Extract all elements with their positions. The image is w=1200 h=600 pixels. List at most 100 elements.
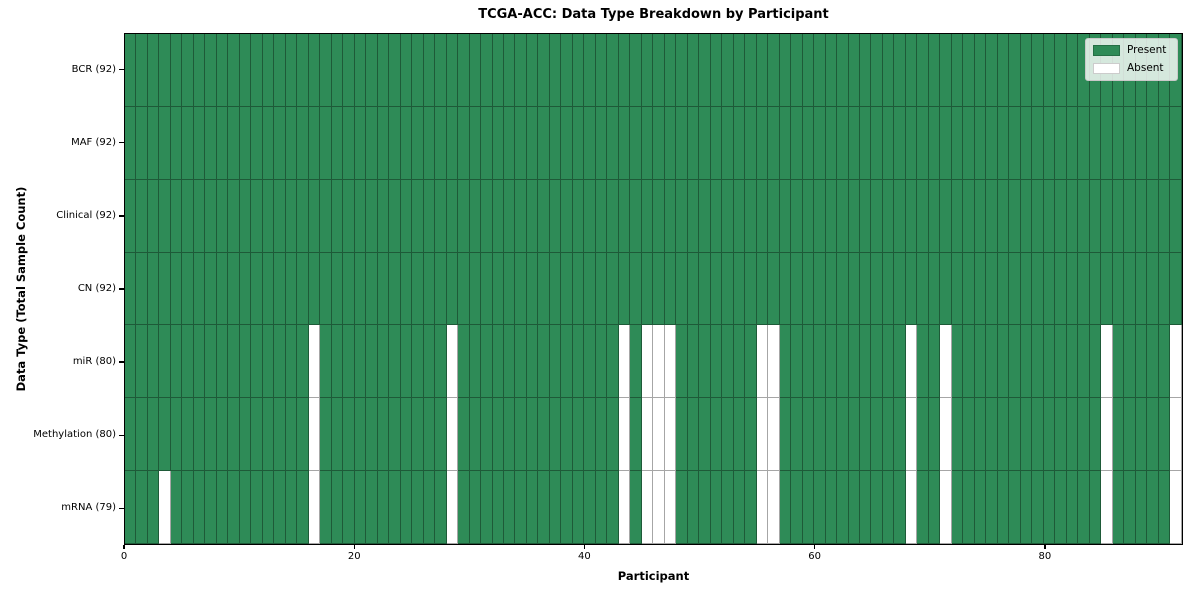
heatmap-cell bbox=[997, 398, 1010, 472]
heatmap-cell bbox=[791, 106, 803, 180]
heatmap-cell bbox=[1066, 106, 1079, 180]
heatmap-cell bbox=[492, 179, 504, 253]
heatmap-cell bbox=[871, 34, 883, 107]
heatmap-cell bbox=[894, 471, 906, 545]
x-tick-mark bbox=[1044, 545, 1046, 549]
heatmap-cell bbox=[366, 34, 378, 107]
heatmap-cell bbox=[561, 325, 573, 399]
heatmap-cell bbox=[802, 106, 815, 180]
heatmap-cell bbox=[791, 398, 803, 472]
heatmap-cell bbox=[1124, 106, 1136, 180]
heatmap-cell bbox=[641, 252, 654, 326]
heatmap-cell bbox=[814, 252, 826, 326]
heatmap-cell bbox=[147, 398, 160, 472]
heatmap-cell bbox=[446, 325, 459, 399]
heatmap-cell bbox=[871, 398, 883, 472]
heatmap-cell bbox=[481, 325, 493, 399]
heatmap-cell bbox=[469, 106, 482, 180]
heatmap-cell bbox=[1043, 471, 1056, 545]
heatmap-cell bbox=[297, 179, 309, 253]
heatmap-cell bbox=[572, 471, 585, 545]
heatmap-cell bbox=[664, 398, 677, 472]
heatmap-cell bbox=[492, 471, 504, 545]
heatmap-cell bbox=[343, 106, 355, 180]
heatmap-cell bbox=[331, 471, 344, 545]
x-tick-mark bbox=[813, 545, 816, 549]
heatmap-cell bbox=[928, 398, 941, 472]
heatmap-cell bbox=[1147, 106, 1159, 180]
heatmap-cell bbox=[802, 471, 815, 545]
heatmap-cell bbox=[170, 252, 183, 326]
heatmap-cell bbox=[1158, 106, 1171, 180]
heatmap-cell bbox=[228, 325, 240, 399]
heatmap-cell bbox=[710, 252, 723, 326]
heatmap-cell bbox=[802, 179, 815, 253]
heatmap-cell bbox=[687, 252, 700, 326]
heatmap-cell bbox=[595, 179, 608, 253]
heatmap-cell bbox=[699, 252, 711, 326]
heatmap-cell bbox=[1032, 471, 1044, 545]
heatmap-cell bbox=[503, 252, 516, 326]
heatmap-cell bbox=[1147, 471, 1159, 545]
x-axis-label: Participant bbox=[617, 569, 690, 583]
heatmap-cell bbox=[653, 34, 665, 107]
heatmap-cell bbox=[320, 179, 332, 253]
heatmap-cell bbox=[366, 398, 378, 472]
heatmap-cell bbox=[389, 252, 401, 326]
heatmap-cell bbox=[216, 398, 229, 472]
heatmap-cell bbox=[860, 398, 872, 472]
heatmap-cell bbox=[458, 106, 470, 180]
heatmap-cell bbox=[607, 252, 619, 326]
heatmap-cell bbox=[756, 252, 769, 326]
heatmap-cell bbox=[814, 34, 826, 107]
heatmap-cell bbox=[182, 179, 194, 253]
heatmap-cell bbox=[618, 106, 631, 180]
heatmap-cell bbox=[308, 179, 321, 253]
heatmap-cell bbox=[320, 252, 332, 326]
heatmap-cell bbox=[618, 471, 631, 545]
heatmap-cell bbox=[1020, 106, 1033, 180]
heatmap-cell bbox=[584, 34, 596, 107]
heatmap-cell bbox=[285, 398, 298, 472]
heatmap-cell bbox=[986, 34, 998, 107]
heatmap-cell bbox=[136, 179, 148, 253]
heatmap-cell bbox=[216, 325, 229, 399]
heatmap-cell bbox=[193, 179, 206, 253]
heatmap-cell bbox=[469, 179, 482, 253]
heatmap-cell bbox=[618, 252, 631, 326]
heatmap-cell bbox=[1158, 325, 1171, 399]
heatmap-cell bbox=[136, 252, 148, 326]
heatmap-cell bbox=[354, 106, 367, 180]
heatmap-cell bbox=[1066, 34, 1079, 107]
heatmap-cell bbox=[894, 398, 906, 472]
heatmap-cell bbox=[584, 325, 596, 399]
heatmap-cell bbox=[905, 252, 918, 326]
heatmap-cell bbox=[320, 34, 332, 107]
heatmap-cell bbox=[630, 398, 642, 472]
x-tick-label: 40 bbox=[578, 551, 591, 562]
heatmap-cell bbox=[986, 179, 998, 253]
heatmap-cell bbox=[492, 106, 504, 180]
heatmap-cell bbox=[595, 252, 608, 326]
x-tick-mark bbox=[123, 545, 125, 549]
heatmap-cell bbox=[825, 398, 838, 472]
x-tick-label: 20 bbox=[347, 551, 361, 562]
heatmap-cell bbox=[595, 34, 608, 107]
heatmap-cell bbox=[538, 471, 550, 545]
heatmap-cell bbox=[1066, 179, 1079, 253]
heatmap-cell bbox=[515, 471, 527, 545]
heatmap-cell bbox=[343, 34, 355, 107]
heatmap-cell bbox=[262, 398, 275, 472]
heatmap-cell bbox=[607, 325, 619, 399]
heatmap-cell bbox=[618, 179, 631, 253]
heatmap-cell bbox=[389, 34, 401, 107]
heatmap-cell bbox=[1009, 34, 1021, 107]
legend-label-present: Present bbox=[1127, 44, 1167, 56]
heatmap-cell bbox=[860, 471, 872, 545]
heatmap-cell bbox=[928, 106, 941, 180]
heatmap-cell bbox=[768, 106, 780, 180]
heatmap-cell bbox=[1066, 252, 1079, 326]
heatmap-cell bbox=[595, 471, 608, 545]
heatmap-cell bbox=[285, 471, 298, 545]
heatmap-cell bbox=[366, 471, 378, 545]
